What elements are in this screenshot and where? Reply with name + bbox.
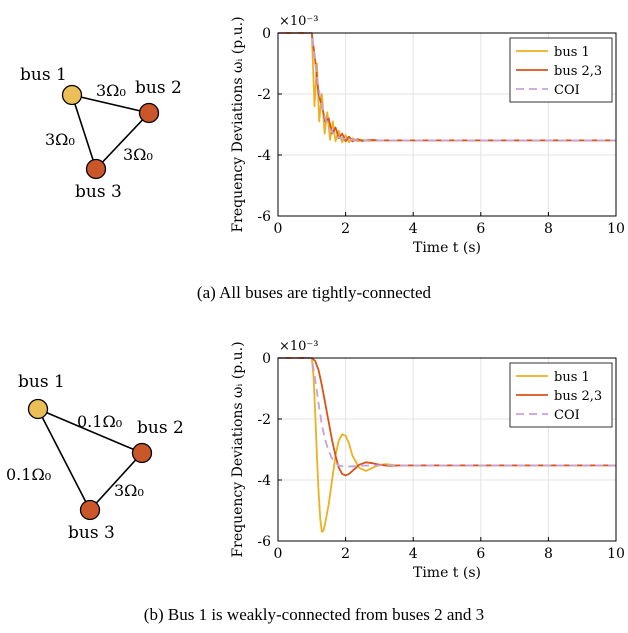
y-tick-label: -2 — [257, 87, 271, 103]
edge-1-2 — [71, 94, 150, 114]
edge-2-3-label: 3Ω₀ — [123, 145, 153, 164]
series-line-2 — [278, 357, 616, 468]
y-tick-label: 0 — [262, 26, 271, 42]
legend-label-1: bus 2,3 — [554, 64, 602, 79]
x-tick-label: 6 — [476, 221, 485, 237]
x-tick-label: 8 — [544, 546, 553, 562]
edge-2-3-label: 3Ω₀ — [114, 481, 144, 500]
edge-2-3 — [95, 112, 150, 170]
legend-label-1: bus 2,3 — [554, 389, 602, 404]
x-axis-label: Time t (s) — [413, 565, 481, 581]
edge-1-3 — [37, 408, 91, 511]
edge-1-3-label: 0.1Ω₀ — [6, 465, 51, 484]
series-line-1 — [278, 357, 616, 477]
x-tick-label: 2 — [341, 546, 350, 562]
y-multiplier: ×10⁻³ — [279, 339, 319, 354]
x-tick-label: 2 — [341, 221, 350, 237]
x-tick-label: 4 — [409, 546, 418, 562]
bus2-node — [131, 442, 153, 464]
x-axis-label: Time t (s) — [413, 240, 481, 256]
y-tick-label: -4 — [257, 473, 271, 489]
x-tick-label: 0 — [274, 546, 283, 562]
bus2-label: bus 2 — [137, 418, 184, 438]
y-axis-label: Frequency Deviations ωᵢ (p.u.) — [230, 16, 246, 232]
bus3-label: bus 3 — [68, 523, 115, 540]
frequency-chart-b: 0 2 4 6 8 10 0 -2 -4 -6 ×10⁻³ Time t (s) Frequency D… — [230, 339, 625, 581]
plot-frame — [277, 357, 617, 542]
legend-label-0: bus 1 — [554, 370, 590, 385]
y-tick-label: -4 — [257, 148, 271, 164]
bus1-node — [27, 398, 49, 420]
y-tick-label: -6 — [257, 209, 271, 225]
bus3-node — [85, 158, 107, 180]
y-axis-label: Frequency Deviations ωᵢ (p.u.) — [230, 341, 246, 557]
edge-2-3 — [89, 452, 143, 511]
x-tick-label: 10 — [607, 546, 625, 562]
x-tick-label: 10 — [607, 221, 625, 237]
bus3-label: bus 3 — [75, 182, 122, 202]
bus2-node — [138, 102, 160, 124]
bus2-label: bus 2 — [135, 78, 182, 98]
x-tick-label: 4 — [409, 221, 418, 237]
edge-1-2-label: 0.1Ω₀ — [77, 412, 122, 431]
legend-label-2: COI — [554, 83, 580, 98]
plot-frame — [277, 32, 617, 217]
bus1-node — [61, 84, 83, 106]
x-tick-label: 6 — [476, 546, 485, 562]
caption-a: (a) All buses are tightly-connected — [196, 283, 432, 302]
network-diagram-a: bus 1 bus 2 bus 3 3Ω₀ 3Ω₀ 3Ω₀ — [20, 65, 182, 202]
bus1-label: bus 1 — [18, 372, 65, 392]
edge-1-2-label: 3Ω₀ — [96, 81, 126, 100]
bus3-node — [79, 499, 101, 521]
bus1-label: bus 1 — [20, 65, 67, 85]
y-tick-label: -6 — [257, 534, 271, 550]
frequency-chart-a: 0 2 4 6 8 10 0 -2 -4 -6 ×10⁻³ Time t (s) Frequency D… — [230, 14, 625, 256]
edge-1-3 — [71, 94, 97, 170]
legend-label-0: bus 1 — [554, 45, 590, 60]
network-diagram-b: bus 1 bus 2 bus 3 0.1Ω₀ 0.1Ω₀ 3Ω₀ — [6, 372, 184, 540]
series-line-2 — [278, 32, 616, 142]
x-tick-label: 0 — [274, 221, 283, 237]
edge-1-3-label: 3Ω₀ — [45, 130, 75, 149]
x-tick-label: 8 — [544, 221, 553, 237]
y-tick-label: -2 — [257, 412, 271, 428]
edge-1-2 — [37, 408, 143, 454]
y-tick-label: 0 — [262, 351, 271, 367]
legend-label-2: COI — [554, 408, 580, 423]
y-multiplier: ×10⁻³ — [279, 14, 319, 29]
caption-b: (b) Bus 1 is weakly-connected from buses… — [143, 605, 485, 624]
